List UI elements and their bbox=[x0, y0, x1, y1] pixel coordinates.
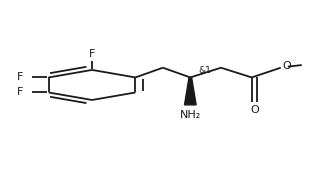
Text: F: F bbox=[16, 87, 23, 98]
Text: F: F bbox=[89, 49, 95, 59]
Text: NH₂: NH₂ bbox=[180, 110, 201, 120]
Text: O: O bbox=[250, 105, 259, 115]
Text: F: F bbox=[16, 72, 23, 82]
Text: O: O bbox=[282, 61, 291, 71]
Polygon shape bbox=[184, 78, 196, 105]
Text: &1: &1 bbox=[198, 66, 211, 75]
